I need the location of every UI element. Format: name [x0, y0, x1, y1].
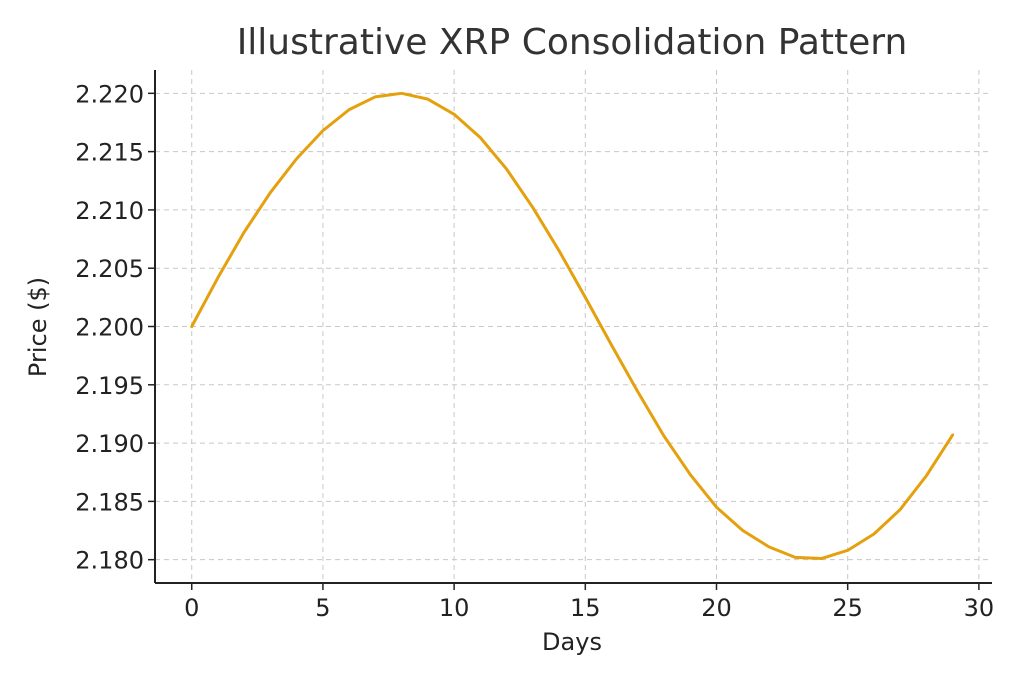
y-tick-label: 2.185 — [75, 488, 144, 516]
y-axis-label: Price ($) — [24, 277, 52, 377]
x-tick-label: 20 — [701, 594, 732, 622]
x-tick-label: 15 — [570, 594, 601, 622]
x-tick-label: 10 — [439, 594, 470, 622]
x-tick-label: 30 — [964, 594, 995, 622]
ticks: 0 5 10 15 20 25 30 2.180 2.185 2.190 2.195 2.200 2.2… — [75, 80, 994, 622]
y-tick-label: 2.210 — [75, 197, 144, 225]
x-tick-label: 25 — [832, 594, 863, 622]
x-tick-label: 5 — [315, 594, 330, 622]
x-tick-label: 0 — [184, 594, 199, 622]
y-tick-label: 2.220 — [75, 80, 144, 108]
series-layer — [190, 91, 955, 561]
y-tick-label: 2.180 — [75, 547, 144, 575]
chart-title: Illustrative XRP Consolidation Pattern — [237, 22, 908, 63]
y-tick-label: 2.205 — [75, 255, 144, 283]
y-tick-label: 2.200 — [75, 314, 144, 342]
x-axis-label: Days — [542, 628, 602, 656]
series-line — [190, 91, 955, 561]
grid — [155, 70, 992, 583]
y-tick-label: 2.195 — [75, 372, 144, 400]
y-tick-label: 2.190 — [75, 430, 144, 458]
y-tick-label: 2.215 — [75, 139, 144, 167]
